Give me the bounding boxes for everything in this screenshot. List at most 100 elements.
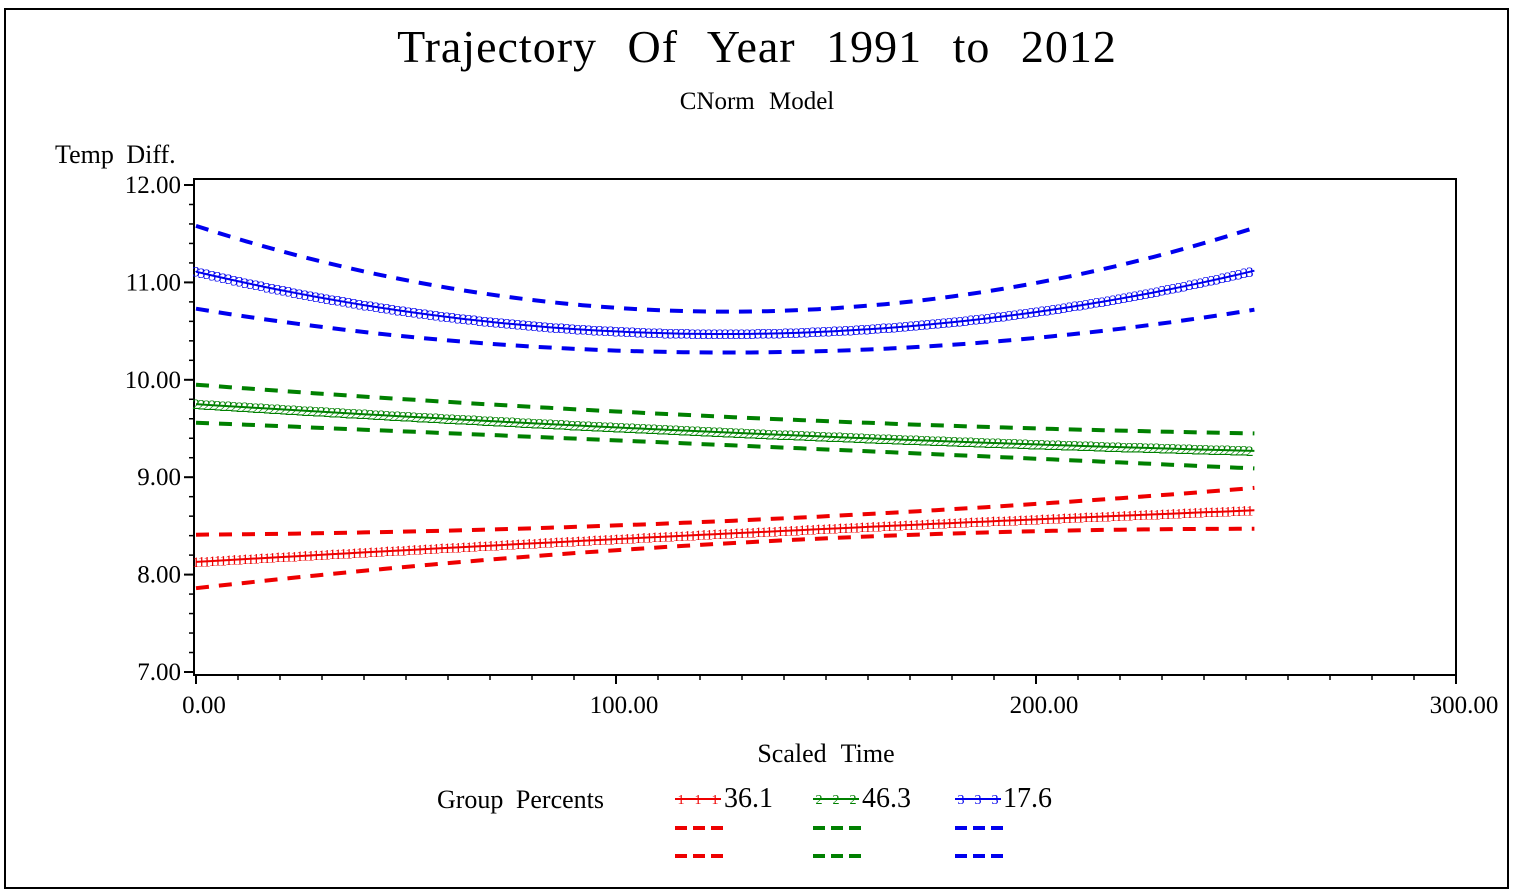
svg-text:1: 1 <box>1104 509 1112 525</box>
svg-text:1: 1 <box>558 535 566 551</box>
svg-text:2: 2 <box>1170 442 1178 458</box>
svg-text:3: 3 <box>755 327 763 343</box>
svg-text:3: 3 <box>241 276 249 292</box>
svg-text:1: 1 <box>1060 511 1068 527</box>
svg-text:1: 1 <box>553 535 561 551</box>
svg-text:1: 1 <box>1191 506 1199 522</box>
svg-text:3: 3 <box>1006 309 1014 325</box>
svg-text:1: 1 <box>645 531 653 547</box>
svg-text:1: 1 <box>1175 506 1183 522</box>
svg-text:1: 1 <box>591 533 599 549</box>
svg-text:3: 3 <box>1186 278 1194 294</box>
svg-text:2: 2 <box>553 417 561 433</box>
x-tick-label: 100.00 <box>590 692 659 719</box>
svg-text:3: 3 <box>957 314 965 330</box>
svg-text:1: 1 <box>520 537 528 553</box>
svg-text:2: 2 <box>1230 443 1238 459</box>
svg-text:2: 2 <box>760 427 768 443</box>
svg-text:2: 2 <box>367 408 375 424</box>
svg-text:2: 2 <box>509 415 517 431</box>
svg-text:3: 3 <box>946 316 954 332</box>
svg-text:1: 1 <box>809 523 817 539</box>
svg-text:1: 1 <box>929 517 937 533</box>
svg-text:1: 1 <box>771 524 779 540</box>
svg-text:2: 2 <box>1017 437 1025 453</box>
svg-text:2: 2 <box>864 431 872 447</box>
svg-text:2: 2 <box>471 413 479 429</box>
svg-text:2: 2 <box>1120 440 1128 456</box>
svg-text:3: 3 <box>351 297 359 313</box>
svg-text:1: 1 <box>678 793 685 808</box>
svg-text:2: 2 <box>1033 438 1041 454</box>
svg-text:3: 3 <box>662 326 670 342</box>
svg-text:3: 3 <box>580 323 588 339</box>
legend-value-group3: 17.6 <box>1003 783 1052 814</box>
svg-text:3: 3 <box>908 319 916 335</box>
svg-text:2: 2 <box>1077 439 1085 455</box>
svg-text:2: 2 <box>564 418 572 434</box>
svg-text:2: 2 <box>613 420 621 436</box>
svg-text:3: 3 <box>809 325 817 341</box>
svg-text:2: 2 <box>656 422 664 438</box>
legend-value-group1: 36.1 <box>724 783 773 814</box>
svg-text:2: 2 <box>766 427 774 443</box>
svg-text:3: 3 <box>558 321 566 337</box>
svg-text:2: 2 <box>351 407 359 423</box>
svg-text:2: 2 <box>422 411 430 427</box>
svg-text:2: 2 <box>1186 442 1194 458</box>
svg-text:3: 3 <box>520 318 528 334</box>
svg-text:3: 3 <box>760 327 768 343</box>
svg-text:2: 2 <box>946 434 954 450</box>
svg-text:1: 1 <box>989 514 997 530</box>
svg-text:1: 1 <box>329 547 337 563</box>
svg-text:2: 2 <box>875 432 883 448</box>
svg-text:2: 2 <box>580 419 588 435</box>
svg-text:1: 1 <box>793 523 801 539</box>
svg-text:1: 1 <box>1049 512 1057 528</box>
svg-text:3: 3 <box>449 311 457 327</box>
svg-text:3: 3 <box>749 327 757 343</box>
svg-text:2: 2 <box>285 403 293 419</box>
svg-text:1: 1 <box>705 528 713 544</box>
svg-text:3: 3 <box>378 301 386 317</box>
svg-text:1: 1 <box>536 536 544 552</box>
svg-text:1: 1 <box>225 553 233 569</box>
svg-text:1: 1 <box>755 525 763 541</box>
svg-text:1: 1 <box>1115 509 1123 525</box>
svg-text:2: 2 <box>1181 442 1189 458</box>
svg-text:2: 2 <box>833 793 840 808</box>
svg-text:1: 1 <box>367 545 375 561</box>
group-1-trajectory-lower-ci <box>195 526 1255 591</box>
svg-text:3: 3 <box>700 327 708 343</box>
svg-text:1: 1 <box>880 519 888 535</box>
svg-text:3: 3 <box>847 323 855 339</box>
svg-text:1: 1 <box>285 550 293 566</box>
svg-text:1: 1 <box>613 532 621 548</box>
svg-text:1: 1 <box>362 545 370 561</box>
svg-text:3: 3 <box>394 303 402 319</box>
svg-text:3: 3 <box>989 311 997 327</box>
svg-text:2: 2 <box>542 417 550 433</box>
svg-text:3: 3 <box>1110 293 1118 309</box>
svg-text:1: 1 <box>624 532 632 548</box>
svg-text:1: 1 <box>252 552 260 568</box>
svg-text:3: 3 <box>318 291 326 307</box>
legend-upper-ci-swatch-group2 <box>813 826 861 830</box>
svg-text:1: 1 <box>700 528 708 544</box>
svg-text:2: 2 <box>241 400 249 416</box>
legend-lower-ci-swatch-group1 <box>675 854 723 858</box>
svg-text:3: 3 <box>1164 283 1172 299</box>
svg-text:1: 1 <box>443 541 451 557</box>
svg-text:1: 1 <box>274 550 282 566</box>
svg-text:3: 3 <box>782 326 790 342</box>
svg-text:1: 1 <box>667 529 675 545</box>
svg-text:3: 3 <box>1230 269 1238 285</box>
svg-text:2: 2 <box>416 410 424 426</box>
svg-text:2: 2 <box>438 412 446 428</box>
svg-text:2: 2 <box>274 402 282 418</box>
svg-text:3: 3 <box>695 327 703 343</box>
svg-text:2: 2 <box>591 419 599 435</box>
svg-text:3: 3 <box>1197 276 1205 292</box>
svg-text:2: 2 <box>869 432 877 448</box>
